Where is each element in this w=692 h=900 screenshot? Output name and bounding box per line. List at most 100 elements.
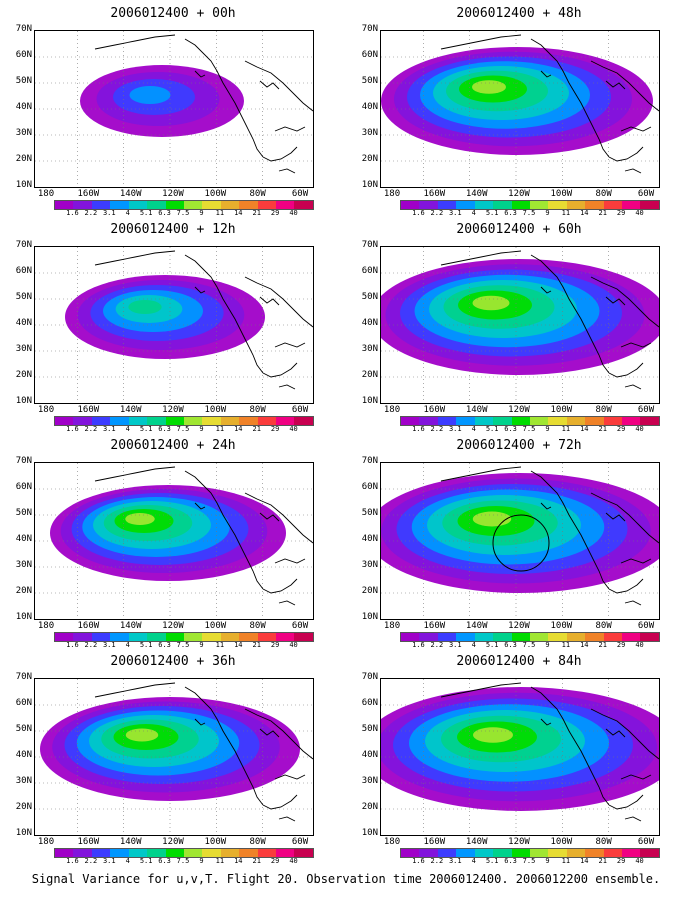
colorbar-swatch (183, 201, 203, 209)
colorbar-label: 40 (289, 425, 298, 433)
colorbar-swatch (202, 849, 221, 857)
colorbar-label: 1.6 (66, 209, 79, 217)
lat-tick-label: 60N (15, 50, 32, 60)
coastline (274, 774, 306, 780)
lon-tick-label: 140W (465, 621, 488, 631)
colorbar-swatch (437, 201, 457, 209)
coastline (620, 126, 652, 132)
coastline (244, 276, 313, 328)
colorbar-swatch (128, 633, 148, 641)
panel-title: 2006012400 + 24h (110, 438, 236, 453)
variance-contour (128, 300, 162, 314)
lat-tick-label: 10N (15, 828, 32, 838)
colorbar-swatch (147, 849, 166, 857)
coastline (530, 38, 610, 158)
colorbar-label: 1.6 (412, 641, 425, 649)
colorbar-swatch (511, 849, 530, 857)
colorbar-swatch (165, 849, 184, 857)
lat-tick-label: 30N (361, 128, 378, 138)
colorbar-label: 2.2 (430, 425, 444, 433)
colorbar-label: 14 (234, 641, 243, 649)
coastline (440, 466, 522, 482)
colorbar-swatch (183, 849, 203, 857)
lat-tick-label: 30N (361, 344, 378, 354)
colorbar-swatch (603, 417, 623, 425)
colorbar-label: 2.2 (84, 209, 98, 217)
coastline (608, 362, 644, 378)
coastline (608, 146, 644, 162)
lon-tick-label: 60W (291, 837, 309, 847)
lon-tick-label: 100W (204, 837, 227, 847)
lon-tick-label: 80W (249, 621, 266, 631)
colorbar-label: 14 (234, 209, 243, 217)
colorbar-swatch (566, 849, 586, 857)
colorbar-swatch (585, 201, 604, 209)
colorbar-swatch (276, 633, 295, 641)
colorbar-swatch (566, 633, 586, 641)
lon-tick-label: 100W (550, 621, 573, 631)
coastline (274, 126, 306, 132)
variance-map (380, 30, 660, 188)
colorbar-label: 5.1 (139, 857, 153, 865)
coastline (274, 558, 306, 564)
lon-tick-label: 160W (77, 405, 100, 415)
colorbar-label: 6.3 (158, 641, 171, 649)
colorbar-swatch (220, 849, 240, 857)
lon-tick-label: 60W (637, 189, 655, 199)
coastline (278, 816, 296, 822)
colorbar-swatch (603, 849, 623, 857)
lon-tick-label: 160W (77, 189, 100, 199)
lon-tick-label: 160W (423, 405, 446, 415)
forecast-panel: 2006012400 + 72h 70N 60N 50N 40N 30N 20N 10N 180… (346, 432, 692, 649)
colorbar-swatch (493, 201, 512, 209)
variance-contour (125, 513, 155, 525)
colorbar-label: 14 (580, 641, 589, 649)
lat-tick-label: 50N (15, 508, 32, 518)
colorbar-label: 21 (252, 425, 261, 433)
variance-map (34, 30, 314, 188)
colorbar-swatch (622, 417, 641, 425)
colorbar-swatch (603, 201, 623, 209)
colorbar-label: 29 (616, 425, 626, 433)
colorbar-label: 1.6 (412, 857, 425, 865)
colorbar-swatch (511, 633, 530, 641)
forecast-panel: 2006012400 + 60h 70N 60N 50N 40N 30N 20N 10N 180… (346, 216, 692, 433)
lon-tick-label: 80W (595, 189, 612, 199)
coastline (259, 80, 280, 90)
coastline (184, 38, 264, 158)
colorbar-swatch (640, 633, 659, 641)
colorbar-swatch (276, 417, 295, 425)
colorbar-swatch (474, 849, 494, 857)
colorbar-swatch (73, 849, 92, 857)
coastline (94, 466, 176, 482)
colorbar-swatch (622, 849, 641, 857)
colorbar-label: 4 (471, 209, 476, 217)
lon-tick-label: 80W (249, 405, 266, 415)
lon-tick-label: 160W (77, 621, 100, 631)
colorbar-swatch (183, 417, 203, 425)
lon-tick-label: 160W (423, 621, 446, 631)
coastline (530, 686, 610, 806)
colorbar-label: 9 (545, 641, 550, 649)
colorbar-label: 2.2 (84, 641, 98, 649)
lat-tick-label: 40N (361, 750, 378, 760)
colorbar-swatch (456, 417, 475, 425)
lon-tick-label: 180 (37, 189, 55, 199)
lat-tick-label: 20N (361, 370, 378, 380)
colorbar-swatch (91, 849, 111, 857)
coastline (440, 34, 522, 50)
colorbar-swatch (493, 849, 512, 857)
colorbar-swatch (493, 417, 512, 425)
lat-tick-label: 50N (361, 292, 378, 302)
lon-tick-label: 160W (77, 837, 100, 847)
lat-tick-label: 20N (361, 802, 378, 812)
variance-map (380, 462, 660, 620)
colorbar-swatch (165, 633, 184, 641)
lat-tick-label: 10N (361, 180, 378, 190)
lon-tick-label: 60W (637, 621, 655, 631)
colorbar-swatch (220, 633, 240, 641)
colorbar-swatch (128, 417, 148, 425)
colorbar (400, 848, 660, 858)
colorbar-label: 3.1 (448, 425, 462, 433)
colorbar (54, 416, 314, 426)
